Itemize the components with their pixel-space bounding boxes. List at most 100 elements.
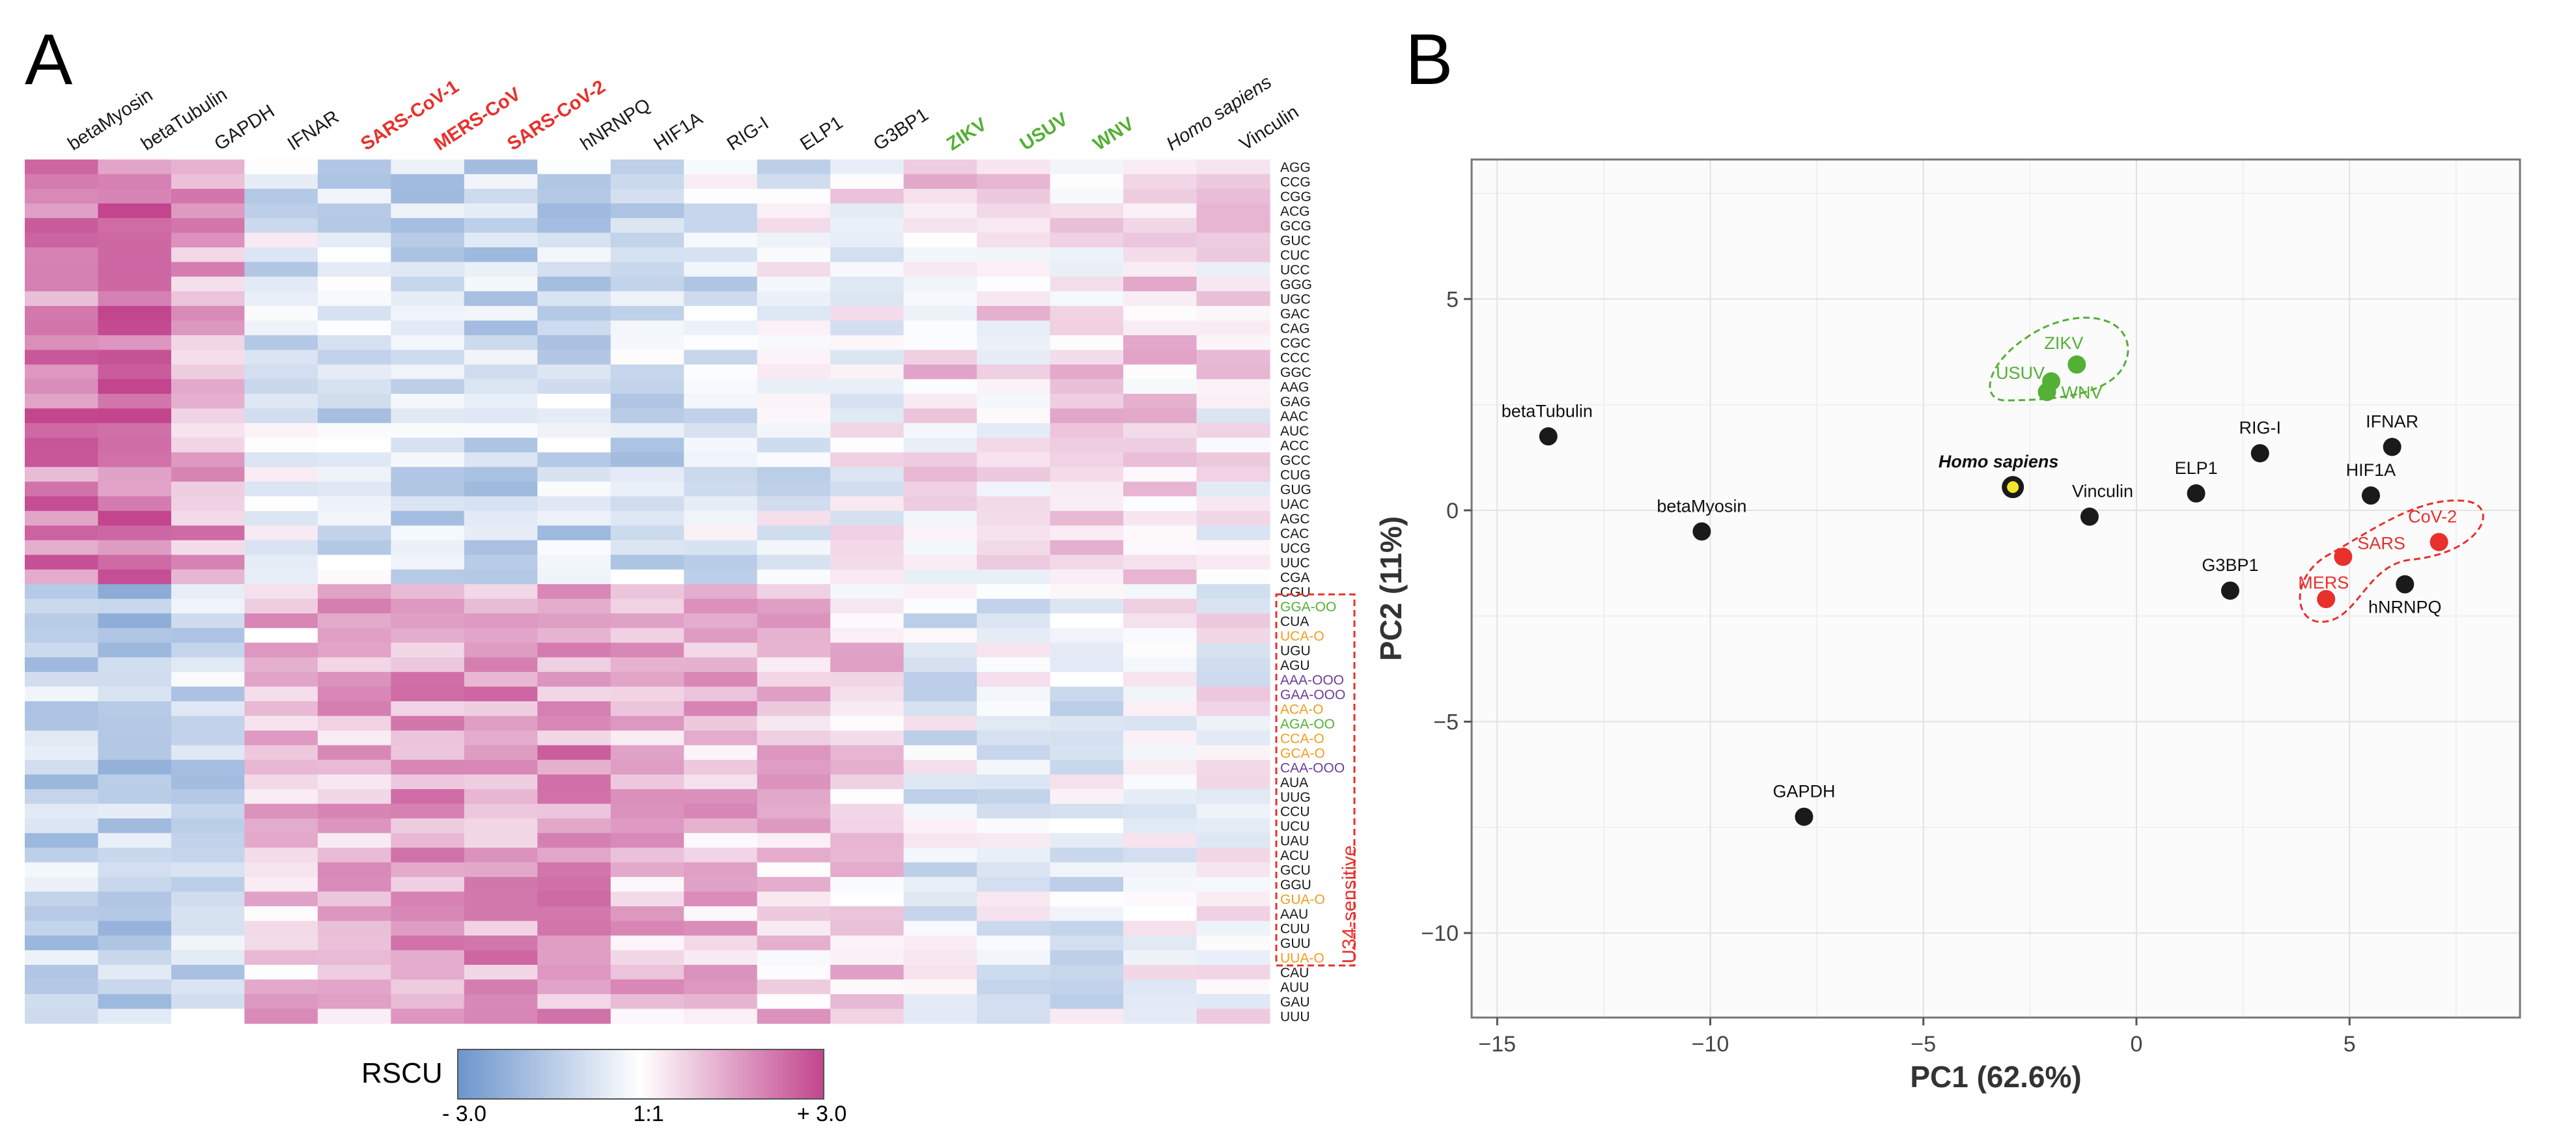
heatmap-cell [391,555,465,570]
heatmap-cell [537,569,611,585]
heatmap-cell [171,364,245,380]
heatmap-cell [977,803,1051,819]
heatmap-cell [317,540,391,555]
pca-point-label: betaTubulin [1502,401,1593,421]
heatmap-cell [610,760,684,775]
heatmap-cell [391,364,465,380]
heatmap-cell [977,848,1051,863]
heatmap-cell [25,745,99,760]
heatmap-cell [903,160,977,175]
heatmap-cell [1050,979,1124,995]
heatmap-cell [684,569,758,585]
heatmap-cell [757,467,831,482]
heatmap-cell [317,979,391,995]
heatmap-cell [317,906,391,922]
heatmap-cell [98,891,172,907]
heatmap-cell [244,510,318,526]
heatmap-cell [1123,745,1197,760]
heatmap-cell [98,525,172,541]
coronavirus-hull [2299,499,2484,623]
heatmap-cell [391,510,465,526]
heatmap-cell [610,408,684,424]
heatmap-cell [977,203,1051,219]
heatmap-cell [464,569,538,585]
heatmap-cell [1123,160,1197,175]
heatmap-cell [391,188,465,204]
pca-y-tick-label: −5 [1433,710,1459,735]
heatmap-cell [1050,950,1124,965]
heatmap-cell [98,994,172,1010]
heatmap-cell [1196,1008,1270,1024]
heatmap-cell [757,818,831,834]
heatmap-cell [317,350,391,365]
heatmap-cell [610,906,684,922]
pca-x-tick-label: 5 [2344,1032,2356,1057]
heatmap-cell [98,643,172,658]
heatmap-cell [684,291,758,307]
heatmap-cell [317,525,391,541]
heatmap-cell [977,247,1051,263]
heatmap-cell [830,276,904,292]
heatmap-cell [25,760,99,775]
heatmap-cell [537,877,611,893]
heatmap-cell [244,232,318,248]
heatmap-cell [684,598,758,614]
heatmap-cell [317,291,391,307]
heatmap-cell [464,160,538,175]
heatmap-cell [98,467,172,482]
heatmap-cell [171,540,245,555]
heatmap-cell [1050,262,1124,277]
heatmap-cell [98,481,172,497]
heatmap-cell [977,715,1051,731]
heatmap-cell [537,555,611,570]
heatmap-row-label: AUU [1280,980,1309,995]
heatmap-cell [464,657,538,673]
heatmap-cell [98,232,172,248]
heatmap-cell [171,320,245,336]
heatmap-cell [171,936,245,951]
heatmap-cell [25,232,99,248]
heatmap-cell [684,217,758,234]
heatmap-cell [903,613,977,629]
heatmap-cell [1050,291,1124,307]
heatmap-cell [903,379,977,395]
heatmap-cell [464,540,538,555]
heatmap-cell [903,906,977,922]
u34-sensitive-label: U34-sensitive [1339,845,1360,964]
heatmap-cell [25,291,99,307]
heatmap-cell [684,174,758,189]
heatmap-cell [610,789,684,805]
pca-x-tick-label: −15 [1478,1032,1516,1057]
heatmap-cell [830,291,904,307]
heatmap-cell [1050,203,1124,219]
heatmap-cell [537,188,611,204]
heatmap-cell [244,994,318,1010]
heatmap-row-label: UUC [1280,555,1310,570]
heatmap-cell [684,965,758,980]
heatmap-cell [830,423,904,438]
heatmap-cell [1050,1008,1124,1024]
heatmap-cell [977,877,1051,893]
pca-y-tick-label: −10 [1421,921,1459,946]
heatmap-cell [610,320,684,336]
heatmap-cell [1050,613,1124,629]
heatmap-cell [903,203,977,219]
heatmap-cell [391,232,465,248]
heatmap-cell [684,760,758,775]
heatmap-cell [391,833,465,848]
heatmap-row-label: CUG [1280,467,1311,482]
heatmap-cell [98,730,172,746]
heatmap-cell [464,452,538,467]
heatmap-cell [391,217,465,234]
heatmap-cell [171,686,245,702]
heatmap-cell [171,232,245,248]
heatmap-cell [464,217,538,234]
heatmap-cell [391,628,465,643]
heatmap-cell [391,936,465,951]
heatmap-cell [830,203,904,219]
heatmap-cell [830,686,904,702]
heatmap-cell [830,613,904,629]
heatmap-cell [977,555,1051,570]
heatmap-cell [610,965,684,980]
heatmap-cell [244,320,318,336]
